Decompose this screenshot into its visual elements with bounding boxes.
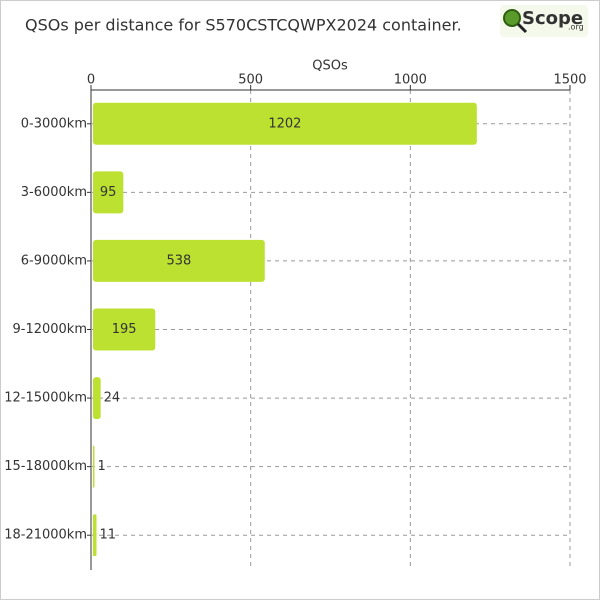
chart-title: QSOs per distance for S570CSTCQWPX2024 c… bbox=[25, 16, 462, 35]
x-axis-label: QSOs bbox=[312, 59, 348, 74]
y-tick-label: 12-15000km bbox=[4, 391, 87, 406]
logo-icon-handle bbox=[516, 22, 528, 34]
y-tick-label: 0-3000km bbox=[21, 116, 87, 131]
value-label: 95 bbox=[100, 185, 117, 200]
y-tick-label: 6-9000km bbox=[21, 253, 87, 268]
logo: Scope .org bbox=[500, 5, 588, 37]
x-tick-label: 1500 bbox=[553, 73, 586, 88]
x-tick-label: 1000 bbox=[394, 73, 427, 88]
logo-text: Scope bbox=[522, 8, 583, 29]
value-label: 538 bbox=[166, 253, 191, 268]
y-tick-label: 3-6000km bbox=[21, 185, 87, 200]
bar bbox=[93, 102, 477, 145]
y-tick-label: 18-21000km bbox=[4, 528, 87, 543]
logo-icon bbox=[503, 9, 521, 27]
y-tick-label: 15-18000km bbox=[4, 459, 87, 474]
value-label: 24 bbox=[104, 391, 121, 406]
value-label: 1 bbox=[98, 459, 106, 474]
value-label: 195 bbox=[112, 322, 137, 337]
bar bbox=[93, 445, 95, 488]
x-tick-label: 500 bbox=[238, 73, 263, 88]
value-label: 11 bbox=[100, 528, 117, 543]
bar bbox=[93, 171, 124, 214]
bar bbox=[93, 514, 97, 557]
logo-suffix: .org bbox=[568, 23, 584, 32]
bar bbox=[93, 377, 101, 420]
y-tick-label: 9-12000km bbox=[12, 322, 87, 337]
bar bbox=[93, 239, 265, 282]
value-label: 1202 bbox=[268, 116, 301, 131]
bar bbox=[93, 308, 156, 351]
x-tick-label: 0 bbox=[87, 73, 95, 88]
